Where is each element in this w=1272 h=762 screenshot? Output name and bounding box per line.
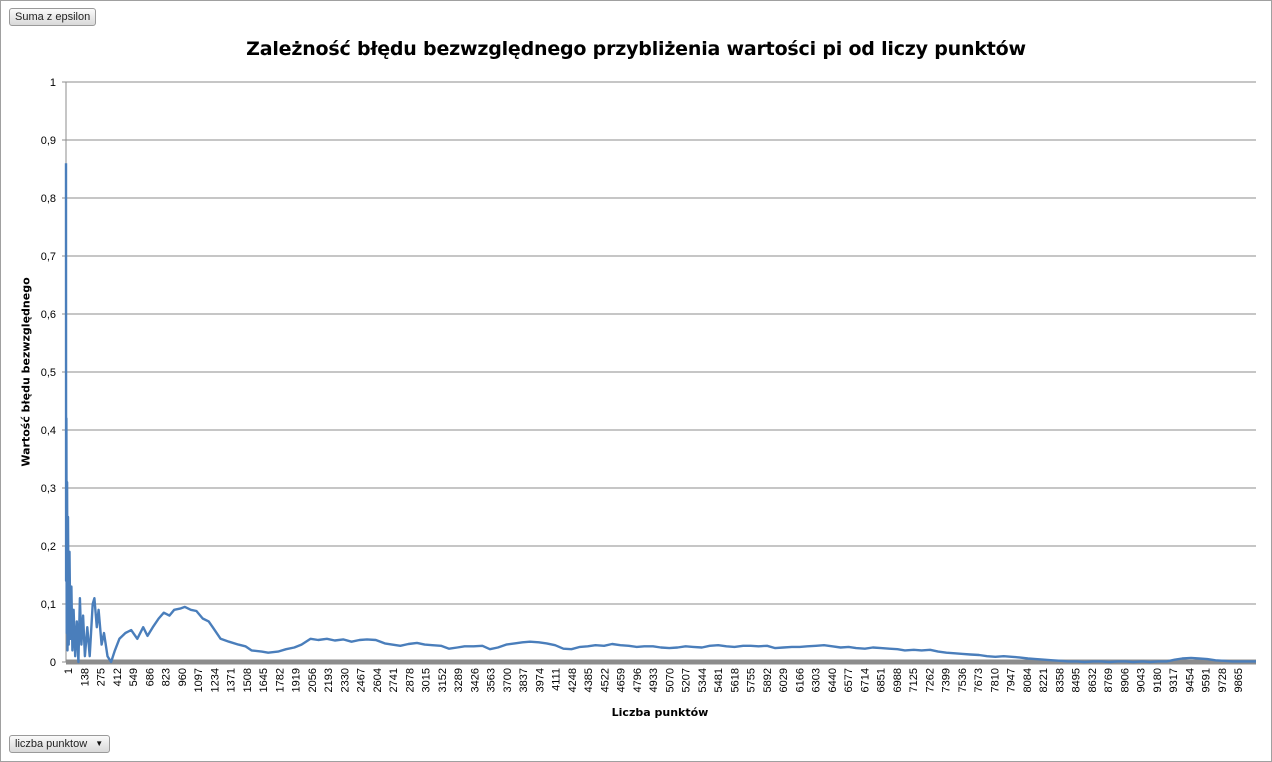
x-tick-label: 6440 [827,668,839,692]
x-tick-label: 8221 [1038,668,1050,692]
x-tick-label: 1371 [226,668,238,692]
x-tick-label: 6166 [794,668,806,692]
x-tick-label: 4111 [551,668,563,691]
x-tick-label: 7125 [908,668,920,692]
x-tick-label: 3837 [518,668,530,692]
x-tick-label: 2467 [356,668,368,692]
x-tick-label: 138 [79,668,91,686]
y-tick-label: 0,6 [41,309,56,321]
chart-title: Zależność błędu bezwzględnego przybliżen… [246,38,1026,60]
x-tick-label: 3015 [421,668,433,692]
x-tick-label: 8632 [1087,668,1099,692]
x-tick-label: 5344 [697,668,709,692]
x-tick-label: 3563 [486,668,498,692]
x-tick-label: 4522 [599,668,611,692]
x-tick-label: 5618 [729,668,741,692]
report-filter-field-button[interactable]: Suma z epsilon [9,8,97,26]
x-tick-label: 6303 [811,668,823,692]
x-tick-label: 9454 [1184,668,1196,692]
y-tick-label: 1 [50,77,56,89]
x-tick-label: 1234 [209,668,221,692]
x-tick-label: 8769 [1103,668,1115,692]
axis-field-label: liczba punktow [15,738,88,750]
x-tick-label: 5207 [681,668,693,692]
x-tick-label: 4385 [583,668,595,692]
x-tick-label: 7262 [924,668,936,692]
x-tick-label: 2604 [372,668,384,692]
y-tick-label: 0,7 [41,251,56,263]
x-tick-label: 412 [112,668,124,686]
x-tick-label: 9728 [1217,668,1229,692]
x-tick-label: 3426 [469,668,481,692]
x-tick-label: 3974 [534,668,546,692]
axis-field-dropdown-button[interactable]: liczba punktow ▼ [9,735,111,753]
x-tick-label: 686 [144,668,156,686]
x-tick-label: 960 [177,668,189,686]
report-filter-field-label: Suma z epsilon [15,11,91,23]
x-tick-label: 5892 [762,668,774,692]
y-tick-label: 0,2 [41,541,56,553]
x-tick-label: 823 [161,668,173,686]
x-tick-label: 7947 [1006,668,1018,692]
x-tick-label: 1 [63,668,75,674]
x-tick-label: 6029 [778,668,790,692]
x-tick-label: 9865 [1233,668,1245,692]
y-tick-label: 0,8 [41,193,56,205]
x-tick-label: 4933 [648,668,660,692]
data-series-line [64,163,1256,664]
x-tick-label: 8084 [1022,668,1034,692]
x-tick-label: 1919 [291,668,303,692]
x-tick-label: 7399 [941,668,953,692]
x-tick-label: 1508 [242,668,254,692]
x-tick-label: 1782 [274,668,286,692]
x-tick-label: 2878 [404,668,416,692]
x-tick-label: 275 [96,668,108,686]
x-tick-label: 6988 [892,668,904,692]
y-tick-label: 0,3 [41,483,56,495]
x-tick-label: 4659 [616,668,628,692]
y-tick-label: 0,5 [41,367,56,379]
x-tick-label: 6851 [876,668,888,692]
x-tick-label: 7673 [973,668,985,692]
x-tick-label: 2330 [339,668,351,692]
x-tick-label: 8358 [1054,668,1066,692]
y-tick-label: 0,9 [41,135,56,147]
x-tick-label: 7810 [989,668,1001,692]
y-tick-label: 0,1 [41,599,56,611]
x-tick-label: 3152 [437,668,449,692]
x-tick-label: 3289 [453,668,465,692]
x-tick-label: 7536 [957,668,969,692]
x-tick-label: 549 [128,668,140,686]
x-tick-label: 4796 [632,668,644,692]
x-tick-label: 1097 [193,668,205,692]
x-tick-label: 9180 [1152,668,1164,692]
x-tick-label: 5755 [746,668,758,692]
x-tick-label: 9043 [1136,668,1148,692]
x-tick-label: 4248 [567,668,579,692]
dropdown-arrow-icon: ▼ [95,739,104,748]
x-tick-label: 9317 [1168,668,1180,692]
x-axis-title: Liczba punktów [611,706,709,719]
x-tick-label: 2193 [323,668,335,692]
x-tick-label: 5481 [713,668,725,692]
x-tick-label: 5070 [664,668,676,692]
y-tick-label: 0 [50,657,56,669]
x-tick-label: 8906 [1119,668,1131,692]
x-tick-label: 6714 [859,668,871,692]
x-tick-label: 2056 [307,668,319,692]
x-tick-label: 6577 [843,668,855,692]
x-tick-label: 9591 [1201,668,1213,692]
y-tick-label: 0,4 [41,425,56,437]
x-tick-label: 2741 [388,668,400,692]
x-tick-label: 8495 [1071,668,1083,692]
x-tick-label: 3700 [502,668,514,692]
x-tick-label: 1645 [258,668,270,692]
